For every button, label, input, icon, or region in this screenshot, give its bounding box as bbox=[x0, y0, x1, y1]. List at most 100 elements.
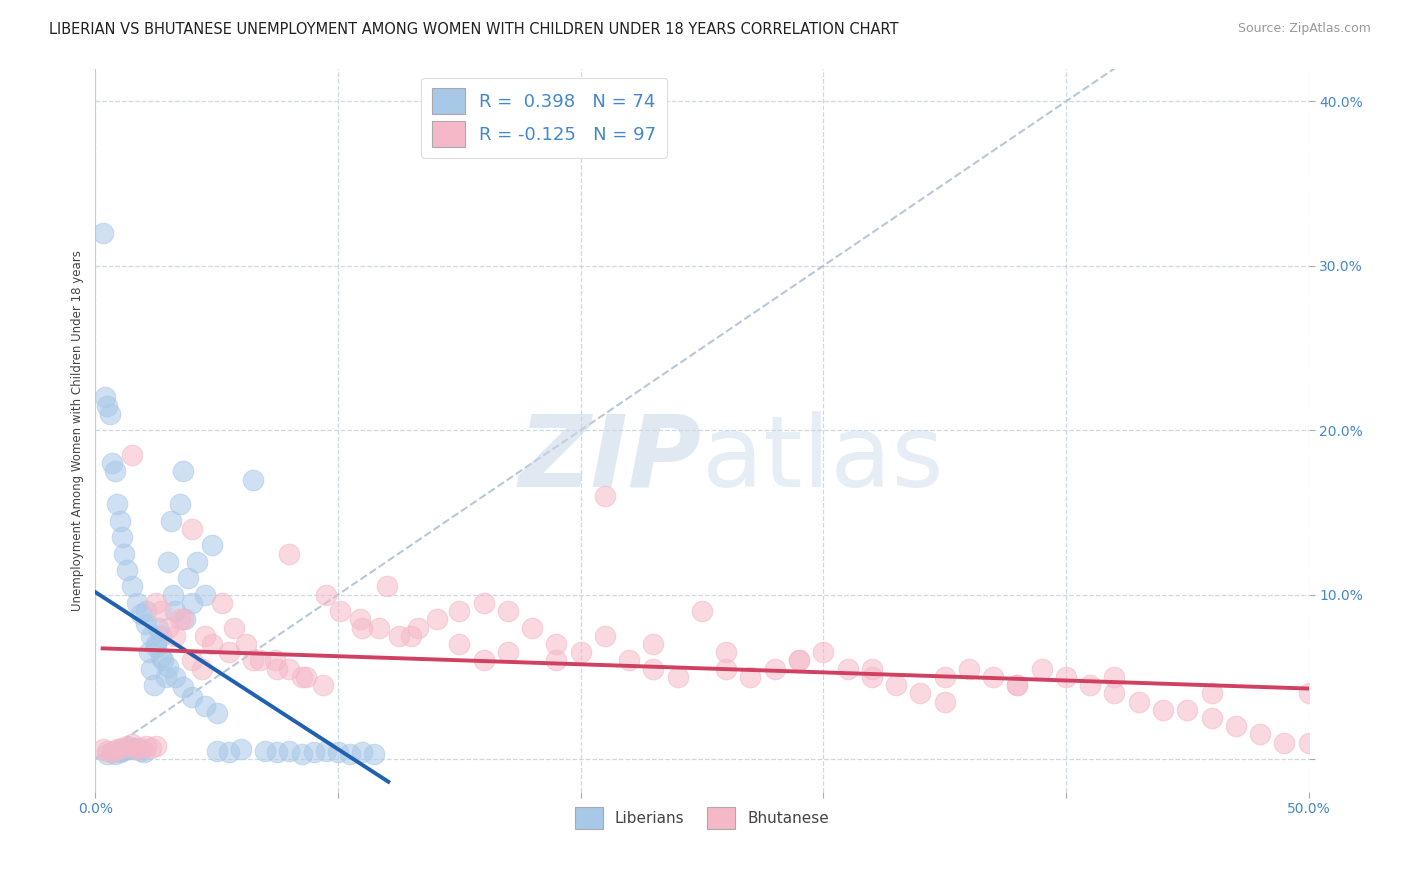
Point bbox=[1201, 711, 1223, 725]
Point bbox=[193, 588, 215, 602]
Point bbox=[1031, 662, 1053, 676]
Point bbox=[105, 742, 128, 756]
Point bbox=[593, 489, 616, 503]
Point bbox=[152, 653, 174, 667]
Point bbox=[165, 629, 187, 643]
Point bbox=[128, 742, 150, 756]
Point bbox=[1104, 670, 1126, 684]
Point bbox=[643, 637, 665, 651]
Point bbox=[172, 464, 194, 478]
Point bbox=[149, 650, 172, 665]
Point bbox=[1104, 686, 1126, 700]
Point bbox=[546, 653, 568, 667]
Point bbox=[157, 660, 180, 674]
Point bbox=[169, 612, 191, 626]
Text: Source: ZipAtlas.com: Source: ZipAtlas.com bbox=[1237, 22, 1371, 36]
Point bbox=[520, 621, 543, 635]
Point bbox=[222, 621, 245, 635]
Point bbox=[205, 706, 228, 720]
Point bbox=[981, 670, 1004, 684]
Point bbox=[388, 629, 411, 643]
Point bbox=[242, 473, 264, 487]
Point bbox=[165, 670, 187, 684]
Point bbox=[787, 653, 810, 667]
Point bbox=[593, 629, 616, 643]
Point bbox=[249, 653, 271, 667]
Point bbox=[121, 740, 143, 755]
Point bbox=[363, 747, 385, 761]
Point bbox=[569, 645, 592, 659]
Point bbox=[193, 629, 215, 643]
Point bbox=[264, 653, 287, 667]
Point bbox=[352, 746, 374, 760]
Point bbox=[406, 621, 429, 635]
Point bbox=[472, 653, 495, 667]
Point bbox=[138, 645, 160, 659]
Point bbox=[1298, 736, 1320, 750]
Point bbox=[375, 579, 398, 593]
Point bbox=[496, 604, 519, 618]
Point bbox=[617, 653, 640, 667]
Point bbox=[315, 588, 337, 602]
Point bbox=[193, 699, 215, 714]
Point bbox=[114, 742, 136, 756]
Point bbox=[291, 670, 314, 684]
Point bbox=[114, 547, 136, 561]
Point bbox=[165, 604, 187, 618]
Point bbox=[666, 670, 689, 684]
Point bbox=[157, 555, 180, 569]
Point bbox=[181, 522, 204, 536]
Point bbox=[690, 604, 713, 618]
Point bbox=[1298, 686, 1320, 700]
Point bbox=[643, 662, 665, 676]
Point bbox=[157, 621, 180, 635]
Point bbox=[141, 629, 163, 643]
Point bbox=[254, 744, 277, 758]
Point bbox=[108, 746, 131, 760]
Point bbox=[169, 497, 191, 511]
Point bbox=[181, 653, 204, 667]
Text: atlas: atlas bbox=[702, 410, 943, 508]
Point bbox=[352, 621, 374, 635]
Point bbox=[141, 662, 163, 676]
Point bbox=[135, 739, 157, 753]
Point bbox=[174, 612, 197, 626]
Point bbox=[115, 739, 138, 753]
Point bbox=[716, 662, 738, 676]
Point bbox=[135, 617, 157, 632]
Point bbox=[122, 742, 145, 756]
Point bbox=[176, 571, 198, 585]
Point bbox=[291, 747, 314, 761]
Point bbox=[266, 662, 288, 676]
Point bbox=[860, 670, 883, 684]
Point bbox=[135, 604, 157, 618]
Legend: Liberians, Bhutanese: Liberians, Bhutanese bbox=[569, 801, 835, 835]
Point bbox=[142, 678, 165, 692]
Point bbox=[115, 740, 138, 755]
Point bbox=[278, 662, 301, 676]
Point bbox=[91, 226, 114, 240]
Point bbox=[1175, 703, 1198, 717]
Point bbox=[172, 680, 194, 694]
Point bbox=[181, 596, 204, 610]
Point bbox=[957, 662, 980, 676]
Point bbox=[125, 742, 148, 756]
Point bbox=[121, 737, 143, 751]
Text: LIBERIAN VS BHUTANESE UNEMPLOYMENT AMONG WOMEN WITH CHILDREN UNDER 18 YEARS CORR: LIBERIAN VS BHUTANESE UNEMPLOYMENT AMONG… bbox=[49, 22, 898, 37]
Point bbox=[145, 640, 167, 655]
Point bbox=[118, 742, 141, 756]
Point bbox=[934, 670, 956, 684]
Point bbox=[1128, 694, 1150, 708]
Point bbox=[312, 678, 335, 692]
Point bbox=[1152, 703, 1174, 717]
Point bbox=[132, 746, 155, 760]
Point bbox=[162, 588, 184, 602]
Point bbox=[302, 746, 325, 760]
Point bbox=[101, 746, 124, 760]
Point bbox=[96, 747, 118, 761]
Point bbox=[1225, 719, 1247, 733]
Point bbox=[218, 645, 240, 659]
Point bbox=[181, 690, 204, 704]
Point bbox=[1007, 678, 1029, 692]
Point bbox=[326, 746, 349, 760]
